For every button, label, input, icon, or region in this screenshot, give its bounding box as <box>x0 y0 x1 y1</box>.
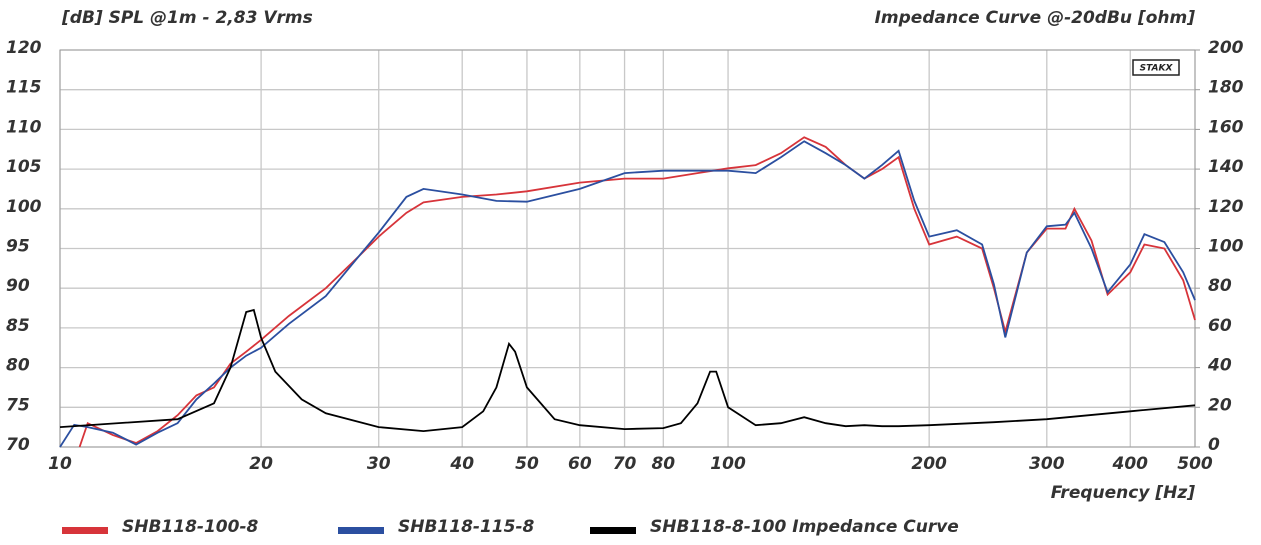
logo: STAKX <box>1140 64 1174 74</box>
series-line <box>59 308 1196 433</box>
y2-tick-label: 100 <box>1208 237 1244 257</box>
left-axis-title: [dB] SPL @1m - 2,83 Vrms <box>61 8 313 28</box>
legend-swatch <box>590 527 636 534</box>
x-tick-label: 500 <box>1177 454 1213 474</box>
y-tick-label: 100 <box>6 197 42 217</box>
y-tick-label: 95 <box>6 237 30 257</box>
x-tick-label: 100 <box>710 454 746 474</box>
x-tick-label: 20 <box>249 454 273 474</box>
x-tick-label: 300 <box>1029 454 1065 474</box>
x-axis-title: Frequency [Hz] <box>1051 483 1196 503</box>
logo-box <box>1132 59 1180 76</box>
y-tick-label: 115 <box>6 78 42 98</box>
legend-swatch <box>338 527 384 534</box>
x-tick-label: 60 <box>568 454 592 474</box>
y-tick-label: 75 <box>6 395 30 415</box>
series-line <box>59 140 1196 448</box>
y-tick-label: 85 <box>6 316 30 336</box>
y2-tick-label: 80 <box>1208 276 1232 296</box>
y2-tick-label: 40 <box>1207 356 1232 376</box>
legend-swatch <box>62 527 108 534</box>
y2-tick-label: 140 <box>1208 157 1244 177</box>
legend-label: SHB118-100-8 <box>122 517 259 537</box>
legend-label: SHB118-115-8 <box>398 517 535 537</box>
y-tick-label: 110 <box>6 117 42 137</box>
y-tick-label: 90 <box>6 276 30 296</box>
y-tick-label: 120 <box>6 38 42 58</box>
x-tick-label: 30 <box>367 454 391 474</box>
y2-tick-label: 0 <box>1208 435 1220 455</box>
series-line <box>78 136 1196 448</box>
y2-tick-label: 160 <box>1208 117 1244 137</box>
x-tick-label: 10 <box>48 454 72 474</box>
y-tick-label: 70 <box>6 435 30 455</box>
x-tick-label: 70 <box>613 454 637 474</box>
y2-tick-label: 200 <box>1208 38 1244 58</box>
y-tick-label: 105 <box>6 157 42 177</box>
legend-label: SHB118-8-100 Impedance Curve <box>650 517 959 537</box>
y2-tick-label: 60 <box>1208 316 1232 336</box>
x-tick-label: 80 <box>651 454 675 474</box>
y2-tick-label: 120 <box>1208 197 1244 217</box>
right-axis-title: Impedance Curve @-20dBu [ohm] <box>875 8 1196 28</box>
x-tick-label: 50 <box>515 454 539 474</box>
y-tick-label: 80 <box>6 356 30 376</box>
y2-tick-label: 180 <box>1208 78 1244 98</box>
plot-frame <box>59 49 1196 448</box>
x-tick-label: 40 <box>449 454 474 474</box>
x-tick-label: 200 <box>911 454 947 474</box>
y2-tick-label: 20 <box>1208 395 1232 415</box>
x-tick-label: 400 <box>1112 454 1149 474</box>
